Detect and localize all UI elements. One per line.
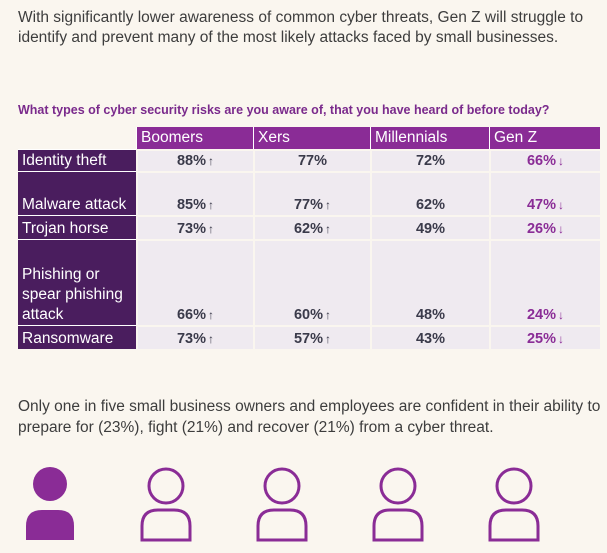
table-cell: 77% ↑ xyxy=(253,171,370,215)
table-cell: 77% xyxy=(253,149,370,171)
person-icon xyxy=(22,462,78,542)
person-icon xyxy=(254,462,310,542)
arrow-up-icon: ↑ xyxy=(325,332,332,346)
cell-value: 73% xyxy=(176,331,207,347)
arrow-down-icon: ↓ xyxy=(558,332,565,346)
table-row: Identity theft 88% ↑ 77% 72% 66% ↓ xyxy=(18,149,600,171)
arrow-down-icon: ↓ xyxy=(558,154,565,168)
arrow-down-icon: ↓ xyxy=(558,308,565,322)
cell-value: 85% xyxy=(176,197,207,213)
table-cell: 88% ↑ xyxy=(136,149,253,171)
table-cell: 49% xyxy=(370,215,489,239)
arrow-up-icon: ↑ xyxy=(208,332,215,346)
cell-value: 60% xyxy=(293,307,324,323)
table-cell: 26% ↓ xyxy=(489,215,600,239)
arrow-up-icon: ↑ xyxy=(208,154,215,168)
cell-value: 73% xyxy=(176,221,207,237)
header-genz: Gen Z xyxy=(489,127,600,149)
arrow-up-icon: ↑ xyxy=(208,222,215,236)
person-icon xyxy=(138,462,194,542)
intro-text: With significantly lower awareness of co… xyxy=(18,9,584,46)
table-cell: 62% ↑ xyxy=(253,215,370,239)
survey-question: What types of cyber security risks are y… xyxy=(18,103,550,117)
cell-value: 57% xyxy=(293,331,324,347)
cell-value: 25% xyxy=(526,331,557,347)
table-cell: 85% ↑ xyxy=(136,171,253,215)
table-cell: 60% ↑ xyxy=(253,239,370,325)
table-cell: 66% ↑ xyxy=(136,239,253,325)
cell-value: 77% xyxy=(293,197,324,213)
table-cell: 25% ↓ xyxy=(489,325,600,349)
table-cell: 66% ↓ xyxy=(489,149,600,171)
table-row: Phishing or spear phishing attack 66% ↑ 60%… xyxy=(18,239,600,325)
person-icon xyxy=(486,462,542,542)
table-cell: 48% xyxy=(370,239,489,325)
arrow-up-icon: ↑ xyxy=(325,222,332,236)
row-label: Trojan horse xyxy=(18,215,136,239)
table-cell: 43% xyxy=(370,325,489,349)
table-body: Identity theft 88% ↑ 77% 72% 66% ↓ Malware atta… xyxy=(18,149,600,349)
arrow-down-icon: ↓ xyxy=(558,198,565,212)
table-row: Ransomware 73% ↑ 57% ↑ 43% 25% ↓ xyxy=(18,325,600,349)
cell-value: 72% xyxy=(415,153,446,169)
arrow-up-icon: ↑ xyxy=(325,308,332,322)
table-cell: 47% ↓ xyxy=(489,171,600,215)
cell-value: 24% xyxy=(526,307,557,323)
arrow-up-icon: ↑ xyxy=(325,198,332,212)
table-row: Malware attack 85% ↑ 77% ↑ 62% 47% ↓ xyxy=(18,171,600,215)
table-cell: 57% ↑ xyxy=(253,325,370,349)
arrow-down-icon: ↓ xyxy=(558,222,565,236)
header-millennials: Millennials xyxy=(370,127,489,149)
cell-value: 66% xyxy=(176,307,207,323)
row-label: Ransomware xyxy=(18,325,136,349)
header-blank-cell xyxy=(18,127,136,149)
arrow-up-icon: ↑ xyxy=(208,198,215,212)
cell-value: 48% xyxy=(415,307,446,323)
cell-value: 88% xyxy=(176,153,207,169)
cell-value: 26% xyxy=(526,221,557,237)
row-label: Malware attack xyxy=(18,171,136,215)
cell-value: 47% xyxy=(526,197,557,213)
row-label: Phishing or spear phishing attack xyxy=(18,239,136,325)
outro-text: Only one in five small business owners a… xyxy=(18,398,601,436)
table-row: Trojan horse 73% ↑ 62% ↑ 49% 26% ↓ xyxy=(18,215,600,239)
table-header-row: Boomers Xers Millennials Gen Z xyxy=(18,127,600,149)
cell-value: 62% xyxy=(415,197,446,213)
cell-value: 62% xyxy=(293,221,324,237)
people-row xyxy=(22,462,592,547)
arrow-up-icon: ↑ xyxy=(208,308,215,322)
table-cell: 73% ↑ xyxy=(136,325,253,349)
cell-value: 43% xyxy=(415,331,446,347)
table-cell: 24% ↓ xyxy=(489,239,600,325)
row-label: Identity theft xyxy=(18,149,136,171)
cell-value: 49% xyxy=(415,221,446,237)
cell-value: 77% xyxy=(297,153,328,169)
risk-awareness-table: Boomers Xers Millennials Gen Z Identity … xyxy=(18,127,600,349)
person-icon xyxy=(370,462,426,542)
table-cell: 72% xyxy=(370,149,489,171)
table-cell: 73% ↑ xyxy=(136,215,253,239)
header-xers: Xers xyxy=(253,127,370,149)
header-boomers: Boomers xyxy=(136,127,253,149)
cell-value: 66% xyxy=(526,153,557,169)
table-cell: 62% xyxy=(370,171,489,215)
